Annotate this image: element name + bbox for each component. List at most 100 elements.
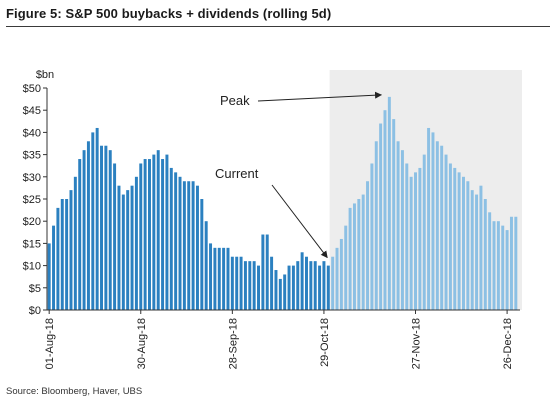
annotations: Peak Current: [215, 91, 383, 259]
bar: [466, 181, 470, 310]
bar: [86, 141, 90, 310]
current-annotation-label: Current: [215, 166, 259, 181]
bar: [283, 274, 287, 310]
bar: [195, 185, 199, 310]
bar: [226, 247, 230, 310]
current-arrow: [271, 184, 328, 259]
bar: [305, 256, 308, 310]
y-tick-label: $15: [23, 238, 41, 250]
bar: [143, 159, 147, 310]
bar: [82, 150, 86, 310]
bar: [52, 225, 56, 310]
bar: [235, 256, 239, 310]
axes: $0 $5 $10 $15 $20 $25 $30 $35 $40 $45 $50 01-Aug-18…: [23, 83, 520, 369]
bar: [257, 265, 260, 310]
bar: [370, 163, 374, 310]
y-tick-label: $40: [23, 127, 41, 139]
bar: [121, 194, 125, 310]
bar: [387, 96, 391, 310]
bar: [396, 141, 400, 310]
bar: [448, 163, 452, 310]
bar: [222, 247, 226, 310]
bar: [165, 154, 169, 310]
bar: [139, 163, 143, 310]
peak-arrow: [257, 91, 383, 102]
bar: [509, 216, 513, 310]
bars: [47, 96, 518, 311]
x-tick-label: 28-Sep-18: [227, 318, 239, 369]
bar: [431, 132, 435, 310]
bar: [322, 261, 326, 310]
bar: [265, 234, 269, 310]
bar: [217, 247, 221, 310]
bar: [200, 199, 204, 310]
bar: [427, 127, 431, 311]
y-tick-label: $25: [23, 194, 41, 206]
bar: [73, 176, 77, 310]
bar: [318, 265, 322, 310]
x-tick-label: 26-Dec-18: [502, 318, 514, 369]
bar: [462, 176, 465, 310]
bar: [213, 247, 217, 310]
y-tick-label: $35: [23, 150, 41, 162]
bar: [243, 261, 247, 310]
bar: [108, 150, 112, 310]
bar: [95, 127, 99, 311]
bar: [274, 270, 278, 310]
bar: [69, 190, 73, 310]
bar: [204, 221, 208, 310]
bar: [300, 252, 304, 310]
y-tick-label: $20: [23, 216, 41, 228]
chart-title: Figure 5: S&P 500 buybacks + dividends (…: [6, 6, 332, 21]
bar: [505, 230, 509, 310]
bar: [344, 225, 348, 310]
source-note: Source: Bloomberg, Haver, UBS: [6, 386, 143, 397]
y-tick-label: $50: [23, 83, 41, 95]
bar: [326, 265, 330, 310]
bar: [156, 150, 160, 310]
bar: [366, 181, 370, 310]
bar: [187, 181, 191, 310]
bar: [496, 221, 500, 310]
bar: [148, 159, 151, 310]
bar: [335, 247, 339, 310]
bar: [435, 141, 439, 310]
bar: [191, 181, 195, 310]
bar: [182, 181, 186, 310]
bar: [405, 163, 409, 310]
x-tick-label: 27-Nov-18: [411, 318, 423, 369]
bar: [291, 265, 295, 310]
bar: [392, 119, 396, 310]
bar: [296, 261, 300, 310]
bar: [130, 185, 134, 310]
bar: [104, 145, 108, 310]
bar: [47, 243, 51, 310]
y-tick-label: $30: [23, 172, 41, 184]
bar: [440, 145, 444, 310]
bar: [309, 261, 313, 310]
bar: [444, 154, 448, 310]
x-tick-label: 29-Oct-18: [319, 318, 331, 367]
peak-annotation-label: Peak: [220, 93, 250, 108]
bar: [374, 141, 378, 310]
bar-chart: $0 $5 $10 $15 $20 $25 $30 $35 $40 $45 $50 01-Aug-18…: [23, 69, 522, 369]
bar: [331, 256, 335, 310]
bar: [414, 172, 417, 310]
bar: [287, 265, 291, 310]
bar: [169, 167, 173, 310]
bar: [134, 176, 138, 310]
bar: [483, 199, 487, 310]
bar: [475, 194, 479, 310]
y-tick-label: $0: [29, 305, 41, 317]
bar: [261, 234, 265, 310]
bar: [422, 154, 426, 310]
x-tick-label: 01-Aug-18: [44, 318, 56, 369]
bar: [65, 199, 69, 310]
y-tick-label: $5: [29, 283, 41, 295]
bar: [479, 185, 483, 310]
bar: [501, 225, 505, 310]
bar: [152, 154, 156, 310]
bar: [352, 203, 356, 310]
bar: [100, 145, 103, 310]
bar: [457, 172, 461, 310]
